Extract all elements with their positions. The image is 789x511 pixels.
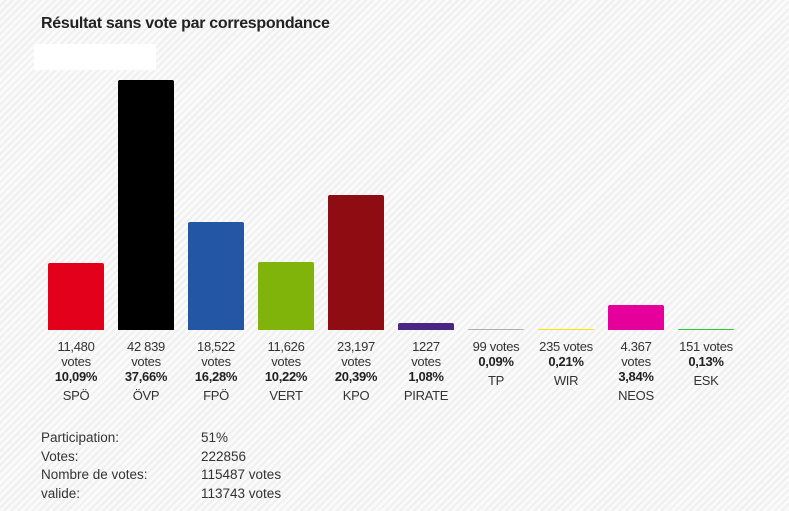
party-label: WIR: [553, 373, 579, 388]
votes-count: 235 votes: [539, 339, 593, 354]
percent-label: 0,21%: [548, 354, 584, 369]
bar-neos: [608, 304, 664, 330]
bar-vert: [258, 262, 314, 330]
votes-count: 1227: [412, 339, 440, 354]
votes-count: 42 839: [127, 339, 165, 354]
party-label: PIRATE: [403, 388, 449, 403]
bar-spö: [48, 263, 104, 330]
bar-tp: [468, 328, 524, 330]
stat-label: valide:: [41, 485, 81, 501]
stat-row: Participation: 51%: [41, 429, 281, 448]
votes-unit: votes: [271, 354, 301, 369]
stat-row: valide: 113743 votes: [41, 485, 281, 504]
party-label: KPO: [342, 388, 370, 403]
percent-label: 0,09%: [478, 354, 514, 369]
party-label: NEOS: [618, 388, 654, 403]
votes-count: 151 votes: [679, 339, 733, 354]
bar-label: 235 votes 0,21% WIR: [531, 339, 601, 388]
votes-unit: votes: [411, 354, 441, 369]
bar-kpo: [328, 194, 384, 330]
votes-count: 23,197: [337, 339, 375, 354]
party-label: FPÖ: [203, 388, 229, 403]
percent-label: 3,84%: [618, 369, 654, 384]
percent-label: 37,66%: [124, 369, 168, 384]
bar-label: 18,522 votes 16,28% FPÖ: [181, 339, 251, 403]
percent-label: 10,09%: [54, 369, 98, 384]
bar-pirate: [398, 322, 454, 330]
bar-label: 23,197 votes 20,39% KPO: [321, 339, 391, 403]
bar-label: 151 votes 0,13% ESK: [671, 339, 741, 388]
percent-label: 0,13%: [688, 354, 724, 369]
stat-row: Votes: 222856: [41, 448, 281, 467]
party-label: ESK: [693, 373, 719, 388]
bar-övp: [118, 80, 174, 330]
chart-title: Résultat sans vote par correspondance: [41, 15, 330, 32]
percent-label: 16,28%: [194, 369, 238, 384]
stat-label: Votes:: [41, 448, 79, 464]
votes-unit: votes: [621, 354, 651, 369]
votes-count: 11,626: [267, 339, 305, 354]
votes-unit: votes: [61, 354, 91, 369]
percent-label: 1,08%: [408, 369, 444, 384]
stat-value: 113743 votes: [201, 485, 282, 501]
bar-label: 99 votes 0,09% TP: [461, 339, 531, 388]
bar-label: 11,626 votes 10,22% VERT: [251, 339, 321, 403]
party-label: SPÖ: [62, 388, 90, 403]
votes-count: 11,480: [57, 339, 95, 354]
bar-fpö: [188, 221, 244, 330]
votes-count: 4.367: [620, 339, 652, 354]
party-label: ÖVP: [132, 388, 160, 403]
stats-table: Participation: 51% Votes: 222856 Nombre de…: [41, 429, 281, 503]
blank-panel: [34, 44, 156, 70]
stat-label: Nombre de votes:: [41, 467, 148, 482]
percent-label: 10,22%: [264, 369, 308, 384]
percent-label: 20,39%: [334, 369, 378, 384]
votes-count: 18,522: [197, 339, 235, 354]
bar-label: 1227 votes 1,08% PIRATE: [391, 339, 461, 403]
stat-row: Nombre de votes: 115487 votes: [41, 466, 281, 485]
bar-label: 42 839 votes 37,66% ÖVP: [111, 339, 181, 403]
bar-esk: [678, 328, 734, 330]
votes-count: 99 votes: [472, 339, 520, 354]
party-label: TP: [487, 373, 504, 388]
votes-unit: votes: [341, 354, 371, 369]
bar-label: 11,480 votes 10,09% SPÖ: [41, 339, 111, 403]
votes-unit: votes: [131, 354, 161, 369]
votes-unit: votes: [201, 354, 231, 369]
bar-label: 4.367 votes 3,84% NEOS: [601, 339, 671, 403]
stat-label: Participation:: [41, 430, 120, 445]
stat-value: 51%: [201, 430, 229, 445]
bar-chart: [48, 80, 734, 330]
stat-value: 115487 votes: [201, 467, 282, 482]
bar-wir: [538, 328, 594, 330]
stat-value: 222856: [201, 448, 247, 464]
party-label: VERT: [269, 388, 303, 403]
